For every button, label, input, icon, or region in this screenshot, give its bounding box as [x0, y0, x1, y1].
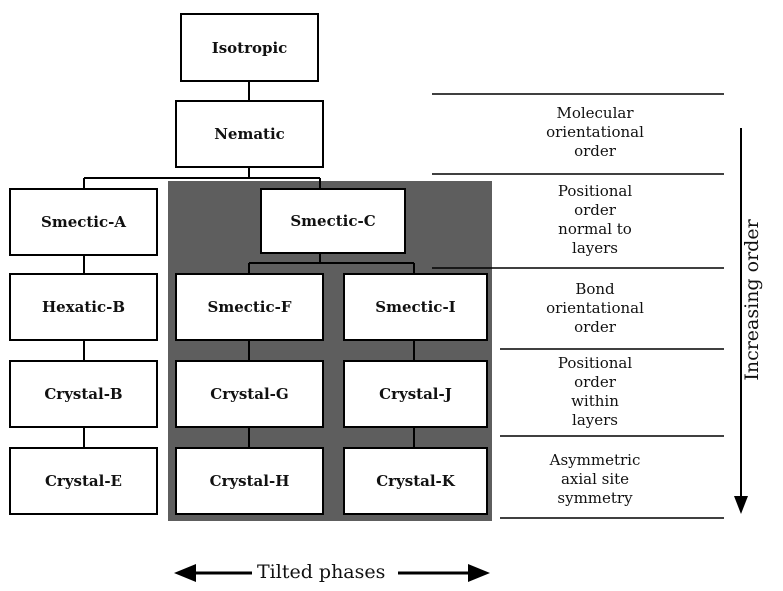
- isotropic-box: Isotropic: [180, 13, 319, 82]
- order-level-bond-orientational: Bond orientational order: [546, 280, 644, 336]
- crystal-e-box: Crystal-E: [9, 447, 158, 515]
- hexatic-b-box: Hexatic-B: [9, 273, 158, 341]
- smectic-i-box: Smectic-I: [343, 273, 488, 341]
- smectic-c-box: Smectic-C: [260, 188, 406, 254]
- nematic-box: Nematic: [175, 100, 324, 168]
- order-level-asymmetric-axial: Asymmetric axial site symmetry: [549, 451, 641, 507]
- crystal-b-box: Crystal-B: [9, 360, 158, 428]
- increasing-order-arrow-head: [734, 496, 748, 514]
- smectic-f-box: Smectic-F: [175, 273, 324, 341]
- tilted-arrow-right-head: [468, 564, 490, 582]
- order-level-molecular-orientational: Molecular orientational order: [546, 104, 644, 160]
- order-level-positional-within: Positional order within layers: [557, 354, 633, 429]
- tilted-phases-label: Tilted phases: [257, 561, 386, 583]
- tilted-arrow-left-head: [174, 564, 196, 582]
- smectic-a-box: Smectic-A: [9, 188, 158, 256]
- crystal-g-box: Crystal-G: [175, 360, 324, 428]
- order-level-positional-normal: Positional order normal to layers: [557, 182, 633, 257]
- crystal-h-box: Crystal-H: [175, 447, 324, 515]
- increasing-order-label: Increasing order: [741, 219, 763, 381]
- crystal-k-box: Crystal-K: [343, 447, 488, 515]
- crystal-j-box: Crystal-J: [343, 360, 488, 428]
